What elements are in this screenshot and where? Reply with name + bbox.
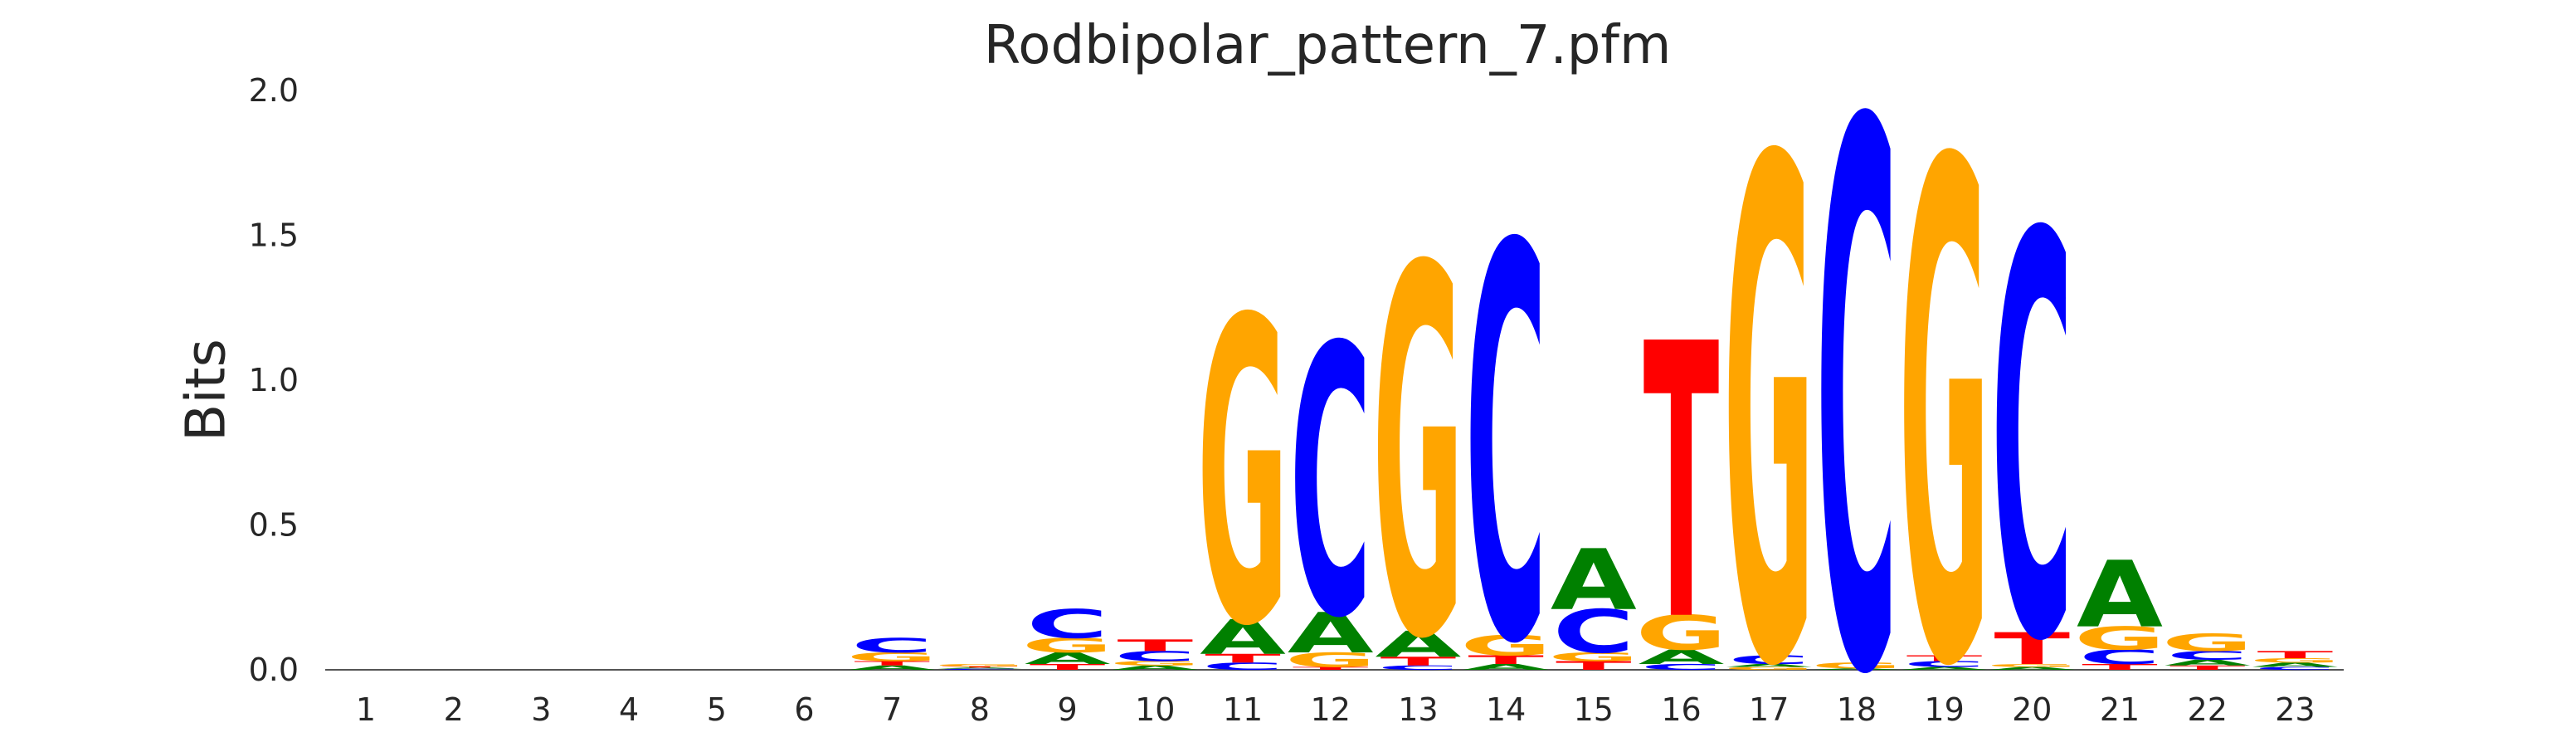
logo-letter-a: A — [1814, 668, 1901, 671]
logo-letter-g: G — [934, 663, 1025, 666]
logo-letter-t: T — [1030, 662, 1106, 671]
logo-letter-g: G — [846, 650, 937, 664]
logo-letter-c: C — [851, 634, 933, 657]
logo-letter-c: C — [1640, 662, 1722, 671]
x-tick-label: 17 — [1749, 691, 1789, 728]
logo-letter-a: A — [849, 664, 936, 671]
logo-letter-t: T — [1293, 666, 1369, 671]
logo-letter-c: C — [1377, 664, 1459, 671]
logo-letter-a: A — [1902, 666, 1989, 671]
logo-letter-a: A — [1726, 663, 1813, 668]
x-tick-label: 7 — [882, 691, 902, 728]
x-tick-label: 22 — [2188, 691, 2228, 728]
logo-letter-g: G — [2074, 620, 2165, 657]
chart-title: Rodbipolar_pattern_7.pfm — [983, 15, 1672, 76]
logo-letter-a: A — [1639, 646, 1725, 669]
logo-letter-g: G — [1548, 650, 1639, 664]
logo-letter-c: C — [2166, 648, 2248, 662]
y-tick-label: 0.0 — [249, 652, 299, 688]
logo-letter-a: A — [2077, 541, 2163, 647]
logo-letter-g: G — [1197, 232, 1288, 718]
logo-letter-t: T — [1118, 637, 1194, 655]
logo-letter-c: C — [1728, 653, 1810, 667]
y-tick-label: 0.5 — [249, 507, 299, 544]
logo-letter-t: T — [1643, 266, 1720, 705]
logo-letter-g: G — [1723, 666, 1814, 671]
x-tick-label: 16 — [1661, 691, 1701, 728]
logo-letter-t: T — [854, 660, 930, 666]
logo-letter-t: T — [1468, 653, 1544, 667]
logo-letter-c: C — [1991, 120, 2073, 747]
logo-letter-t: T — [2082, 662, 2158, 671]
logo-letter-g: G — [1021, 634, 1113, 657]
x-tick-label: 5 — [707, 691, 727, 728]
logo-letter-c: C — [1903, 660, 1985, 669]
logo-letter-g: G — [1898, 22, 1989, 747]
logo-letter-c: C — [1114, 648, 1196, 665]
y-tick-label: 1.5 — [249, 217, 299, 254]
logo-letter-c: C — [2254, 666, 2336, 671]
x-tick-label: 2 — [444, 691, 464, 728]
x-tick-label: 6 — [794, 691, 814, 728]
logo-letter-g: G — [1372, 162, 1463, 747]
logo-letter-t: T — [942, 666, 1018, 667]
logo-letter-a: A — [2165, 658, 2251, 667]
logo-letter-a: A — [1288, 601, 1374, 666]
logo-letter-c: C — [1026, 601, 1108, 647]
x-tick-label: 18 — [1837, 691, 1877, 728]
logo-letter-a: A — [1025, 649, 1111, 667]
logo-letter-c: C — [1289, 269, 1371, 700]
x-tick-label: 8 — [970, 691, 990, 728]
logo-letter-g: G — [1986, 663, 2077, 668]
logo-letter-g: G — [1723, 17, 1814, 747]
logo-letter-a: A — [1989, 666, 2076, 671]
logo-letter-g: G — [2249, 657, 2340, 664]
x-tick-label: 12 — [1311, 691, 1351, 728]
x-tick-label: 3 — [531, 691, 551, 728]
x-tick-label: 15 — [1574, 691, 1614, 728]
logo-letter-a: A — [1112, 664, 1199, 671]
axes: 0.00.51.01.52.01 2 3 4 5 6 7 8 9 10 11 12 13 14 15 16 17… — [249, 72, 2344, 728]
x-tick-label: 1 — [356, 691, 376, 728]
logo-letter-c: C — [939, 668, 1021, 670]
logo-letter-a: A — [1200, 610, 1286, 666]
logo-letter-a: A — [1375, 623, 1461, 666]
logo-letter-g: G — [1811, 662, 1902, 671]
x-tick-label: 21 — [2100, 691, 2140, 728]
logo-letter-t: T — [1906, 654, 1983, 663]
y-tick-label: 1.0 — [249, 362, 299, 398]
x-tick-label: 9 — [1058, 691, 1078, 728]
logo-letter-c: C — [1202, 661, 1284, 672]
logo-letter-g: G — [1109, 660, 1200, 666]
logo-letter-t: T — [1381, 654, 1457, 668]
logo-letter-t: T — [2169, 664, 2246, 671]
x-tick-label: 4 — [619, 691, 639, 728]
x-tick-label: 23 — [2275, 691, 2315, 728]
y-tick-label: 2.0 — [249, 72, 299, 109]
logo-letter-g: G — [1635, 606, 1726, 662]
x-tick-label: 13 — [1398, 691, 1438, 728]
x-tick-label: 11 — [1223, 691, 1263, 728]
logo-letter-t: T — [2257, 649, 2334, 661]
logo-letter-a: A — [1551, 531, 1637, 628]
x-tick-label: 14 — [1486, 691, 1526, 728]
logo-letter-g: G — [2162, 629, 2253, 657]
logo-letter-t: T — [1556, 659, 1632, 673]
logo-letter-t: T — [1205, 652, 1281, 666]
logo-letter-c: C — [2079, 646, 2161, 669]
logo-letter-a: A — [1463, 662, 1549, 671]
logo-letter-c: C — [1553, 598, 1635, 666]
logo-letter-a: A — [937, 667, 1024, 669]
logo-letter-c: C — [1465, 134, 1547, 747]
logo-letter-g: G — [1460, 630, 1551, 662]
logo-letter-g: G — [1285, 648, 1376, 671]
x-tick-label: 10 — [1135, 691, 1175, 728]
x-tick-label: 20 — [2012, 691, 2052, 728]
x-tick-label: 19 — [1924, 691, 1964, 728]
logo-letter-c: C — [1816, 0, 1898, 747]
logo-letter-t: T — [1994, 623, 2070, 674]
logo-letter-a: A — [2252, 662, 2339, 668]
